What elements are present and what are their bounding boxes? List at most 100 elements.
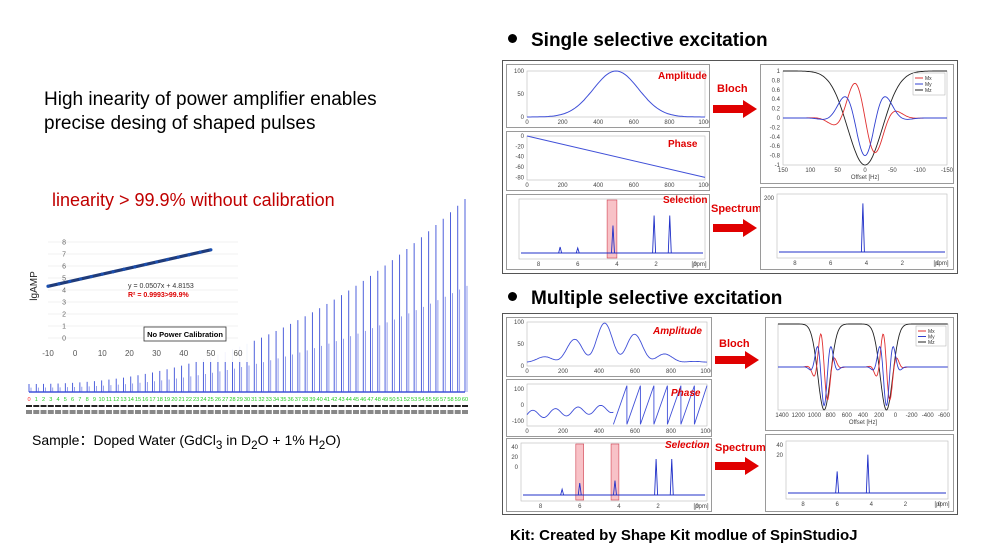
spectrum-peak xyxy=(577,482,582,496)
single-panel: 02004006008001000050100 Amplitude 020040… xyxy=(502,60,958,274)
inset-point xyxy=(68,279,72,284)
heading: High inearity of power amplifier enables… xyxy=(44,88,377,136)
x-tick-label: 0 xyxy=(863,168,867,174)
strip-axis-scale xyxy=(251,410,258,414)
strip-axis-tick xyxy=(411,405,418,407)
x-unit-label: [ppm] xyxy=(691,262,706,268)
y-tick-label: 100 xyxy=(514,320,525,326)
spectrum-peak xyxy=(558,246,563,254)
strip-index-label: 10 xyxy=(99,397,105,403)
legend-entry: My xyxy=(925,82,932,88)
multiple-bloch-chart: 1400 1200 1000 800 600 400 200 0 -200 -400 -600 Off… xyxy=(765,317,954,431)
strip-index-label: 0 xyxy=(27,397,30,403)
strip-axis-scale xyxy=(382,410,389,414)
strip-axis-tick xyxy=(185,405,192,407)
strip-axis-tick xyxy=(432,405,439,407)
strip-axis-tick xyxy=(62,405,69,407)
plot-area xyxy=(518,198,706,260)
strip-axis-tick xyxy=(258,405,265,407)
x-tick-label: 0 xyxy=(696,504,700,510)
x-tick-label: -50 xyxy=(888,168,897,174)
x-tick-label: 200 xyxy=(558,183,569,189)
strip-index-label: 11 xyxy=(106,397,112,403)
strip-axis-scale xyxy=(62,410,69,414)
strip-index-label: 55 xyxy=(426,397,432,403)
amplitude-curve xyxy=(526,322,708,363)
strip-index-label: 24 xyxy=(200,397,206,403)
strip-axis-tick xyxy=(345,405,352,407)
strip-axis-scale xyxy=(360,410,367,414)
x-tick-label: 200 xyxy=(874,413,885,419)
spectrum-peak xyxy=(613,480,617,496)
x-unit-label: [ppm] xyxy=(934,502,949,508)
inset-y-tick: 6 xyxy=(62,264,66,271)
spectrum-peak xyxy=(654,458,659,496)
y-tick-label: 0 xyxy=(521,115,525,121)
strip-index-label: 43 xyxy=(338,397,344,403)
strip-index-label: 47 xyxy=(367,397,373,403)
x-tick-label: 8 xyxy=(537,262,541,268)
x-tick-label: 8 xyxy=(793,261,797,267)
strip-axis-tick xyxy=(207,405,214,407)
inset-x-tick: -10 xyxy=(42,349,54,358)
multiple-amplitude-label: Amplitude xyxy=(653,326,702,337)
strip-axis-tick xyxy=(287,405,294,407)
strip-index-label: 25 xyxy=(208,397,214,403)
inset-y-tick: 0 xyxy=(62,336,66,343)
strip-index-label: 19 xyxy=(164,397,170,403)
single-spectrum-chart: 8 6 4 2 0[ppm] 200 xyxy=(760,187,954,270)
strip-axis-scale xyxy=(331,410,338,414)
bloch-my-curve xyxy=(778,345,948,407)
strip-axis-scale xyxy=(55,410,62,414)
y-tick-label: 1 xyxy=(777,69,781,75)
strip-axis-scale xyxy=(164,410,171,414)
strip-axis-scale xyxy=(265,410,272,414)
strip-axis-tick xyxy=(244,405,250,407)
strip-index-label: 27 xyxy=(222,397,228,403)
strip-axis-tick xyxy=(338,405,345,407)
strip-axis-tick xyxy=(316,405,323,407)
strip-axis-scale xyxy=(454,410,461,414)
selection-highlight xyxy=(606,199,618,259)
strip-axis-tick xyxy=(193,405,200,407)
single-selection-chart: 8 6 4 2 0[ppm] xyxy=(506,194,710,270)
plot-area xyxy=(526,383,708,427)
strip-index-label: 41 xyxy=(324,397,330,403)
strip-axis-scale xyxy=(367,410,374,414)
strip-index-label: 44 xyxy=(346,397,352,403)
single-bloch-chart: 150 100 50 0 -50 -100 -150 Offset [Hz] 1 0.8 0.6 0.… xyxy=(760,64,954,184)
single-phase-chart: 0 200 400 600 800 1000 0 -20 -40 -60 -80 xyxy=(506,131,710,191)
strip-index-label: 28 xyxy=(229,397,235,403)
strip-index-label: 18 xyxy=(157,397,163,403)
strip-axis-scale xyxy=(113,410,120,414)
strip-axis-tick xyxy=(69,405,76,407)
x-tick-label: 800 xyxy=(666,429,677,435)
strip-axis-tick xyxy=(164,405,171,407)
x-tick-label: -200 xyxy=(906,413,919,419)
y-tick-label: 0 xyxy=(521,403,525,409)
x-tick-label: 150 xyxy=(778,168,789,174)
y-tick-label: 0.4 xyxy=(772,97,781,103)
bloch-mz-curve xyxy=(783,70,947,166)
single-spectrum-label: Spectrum xyxy=(711,203,762,215)
spectrum-peak xyxy=(611,225,615,254)
y-tick-label: -100 xyxy=(512,419,525,425)
x-tick-label: 6 xyxy=(578,504,582,510)
bloch-my-curve xyxy=(783,96,947,157)
strip-axis-tick xyxy=(236,405,243,407)
y-tick-label: 100 xyxy=(514,387,525,393)
spectrum-peak xyxy=(835,471,840,494)
legend-entry: Mz xyxy=(928,340,935,346)
x-tick-label: 4 xyxy=(870,502,874,508)
strip-axis-scale xyxy=(425,410,432,414)
multiple-panel: 02004006008001000050100 Amplitude 020040… xyxy=(502,313,958,515)
strip-index-label: 46 xyxy=(360,397,366,403)
x-tick-label: 600 xyxy=(629,183,640,189)
strip-index-label: 51 xyxy=(396,397,402,403)
strip-axis-scale xyxy=(84,410,91,414)
strip-axis-tick xyxy=(171,405,178,407)
strip-axis-tick xyxy=(55,405,62,407)
strip-axis-scale xyxy=(236,410,243,414)
plot-area xyxy=(520,442,708,502)
